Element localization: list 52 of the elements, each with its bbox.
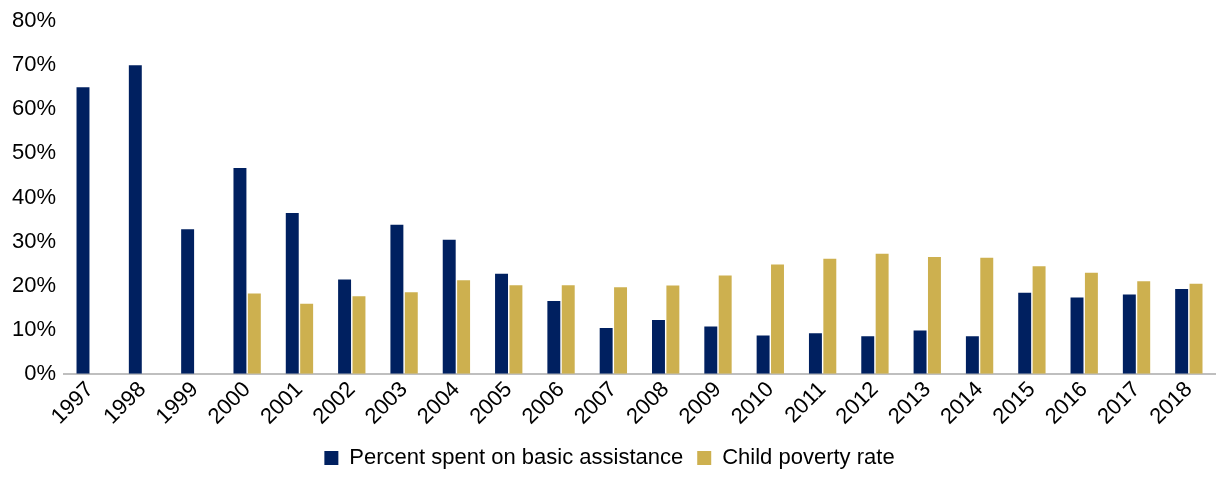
bar <box>247 293 261 374</box>
bar <box>390 224 404 374</box>
bar <box>181 229 195 374</box>
bar <box>547 301 561 374</box>
bar <box>300 303 314 374</box>
bar <box>1175 289 1189 374</box>
bar <box>1122 294 1136 374</box>
y-tick-label: 10% <box>11 315 57 341</box>
bar <box>666 285 680 374</box>
bar <box>338 279 352 374</box>
bar <box>457 280 471 374</box>
bar <box>285 212 299 374</box>
bar <box>128 65 142 374</box>
bar <box>808 333 822 374</box>
bar <box>352 296 366 374</box>
bar <box>704 326 718 374</box>
bar <box>771 264 784 374</box>
bar <box>965 336 979 374</box>
bar <box>927 256 941 374</box>
bar <box>718 275 732 374</box>
bar <box>404 292 418 374</box>
bar <box>875 253 889 374</box>
bar <box>1018 292 1032 374</box>
y-tick-label: 80% <box>11 7 57 33</box>
bar <box>1032 266 1046 374</box>
bar <box>913 330 927 374</box>
y-tick-label: 30% <box>11 227 57 253</box>
y-tick-label: 20% <box>11 271 57 297</box>
bar <box>1084 272 1098 374</box>
bar <box>1070 297 1084 374</box>
bar <box>823 258 837 374</box>
bar <box>1189 283 1203 374</box>
y-tick-label: 50% <box>11 139 57 165</box>
y-tick-label: 60% <box>11 95 57 121</box>
legend-label: Percent spent on basic assistance <box>349 444 684 470</box>
bar <box>980 257 994 374</box>
bar <box>76 87 90 374</box>
bar <box>1137 281 1151 374</box>
bar <box>509 285 523 374</box>
bar <box>599 327 613 374</box>
y-tick-label: 0% <box>24 359 57 385</box>
bar <box>495 273 509 374</box>
bar <box>652 319 665 374</box>
bar <box>233 167 247 374</box>
bar <box>861 336 875 374</box>
y-tick-label: 70% <box>11 51 57 77</box>
bar <box>756 335 770 374</box>
bar <box>614 287 628 374</box>
bar <box>442 239 456 374</box>
legend-label: Child poverty rate <box>722 444 895 470</box>
y-tick-label: 40% <box>11 183 57 209</box>
bar <box>561 285 575 374</box>
